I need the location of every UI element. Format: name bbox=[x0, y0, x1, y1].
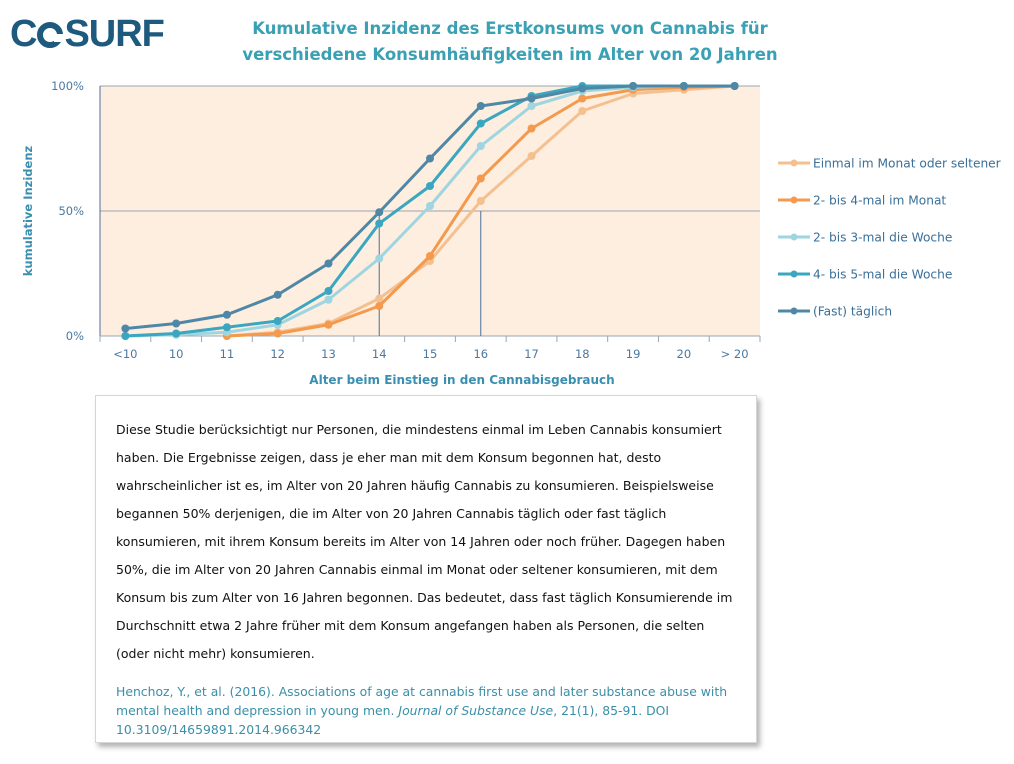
x-tick-label: 18 bbox=[575, 347, 590, 361]
y-tick-label: 50% bbox=[58, 204, 84, 218]
x-tick-label: 13 bbox=[321, 347, 336, 361]
data-point bbox=[476, 174, 485, 183]
citation: Henchoz, Y., et al. (2016). Associations… bbox=[116, 682, 736, 739]
data-point bbox=[426, 252, 434, 260]
data-point bbox=[426, 182, 434, 190]
data-point bbox=[375, 219, 384, 228]
legend-marker bbox=[790, 307, 798, 315]
x-tick-label: 15 bbox=[423, 347, 438, 361]
data-point bbox=[324, 295, 333, 304]
logo-text-post: SURF bbox=[64, 13, 164, 55]
data-point bbox=[324, 259, 333, 268]
data-point bbox=[375, 302, 384, 310]
data-point bbox=[222, 310, 231, 319]
data-point bbox=[375, 294, 384, 303]
x-tick-label: 10 bbox=[169, 347, 184, 361]
legend-marker bbox=[790, 196, 798, 204]
reference-lines bbox=[378, 211, 482, 336]
data-point bbox=[121, 332, 130, 340]
y-axis-label: kumulative Inzidenz bbox=[21, 145, 35, 276]
legend-marker bbox=[790, 270, 798, 278]
y-tick-label: 100% bbox=[51, 79, 84, 93]
x-tick-label: > 20 bbox=[721, 347, 749, 361]
y-tick-labels: 0% 50% 100% bbox=[51, 79, 84, 343]
explanation-text: Diese Studie berücksichtigt nur Personen… bbox=[116, 422, 733, 661]
x-tick-label: <10 bbox=[113, 347, 137, 361]
data-point bbox=[527, 94, 536, 103]
data-point bbox=[730, 82, 739, 90]
data-point bbox=[273, 329, 282, 338]
data-point bbox=[578, 94, 587, 103]
legend-label: (Fast) täglich bbox=[813, 305, 892, 319]
y-tick-label: 0% bbox=[66, 329, 84, 343]
data-point bbox=[476, 119, 485, 128]
data-point bbox=[273, 317, 282, 325]
data-point bbox=[375, 254, 384, 263]
cumulative-incidence-chart: 0%50%100% <10 10 11 12 13 14 15 16 17 18 19 20 > 20 … bbox=[21, 79, 1002, 387]
data-point bbox=[426, 202, 434, 210]
legend-label: 2- bis 4-mal im Monat bbox=[813, 194, 946, 208]
x-tick-marks bbox=[99, 336, 761, 342]
data-point bbox=[629, 82, 638, 90]
legend-label: Einmal im Monat oder seltener bbox=[813, 157, 1002, 171]
chart-title-line1: Kumulative Inzidenz des Erstkonsums von … bbox=[252, 19, 768, 38]
data-point bbox=[578, 107, 587, 115]
chart-title-line2: verschiedene Konsumhäufigkeiten im Alter… bbox=[242, 45, 778, 64]
legend-label: 2- bis 3-mal die Woche bbox=[813, 231, 952, 245]
data-point bbox=[527, 102, 536, 110]
legend-label: 4- bis 5-mal die Woche bbox=[813, 268, 952, 282]
x-tick-label: 11 bbox=[220, 347, 235, 361]
logo-text-pre: C bbox=[10, 13, 37, 55]
x-axis-label: Alter beim Einstieg in den Cannabisgebra… bbox=[309, 373, 614, 387]
logo-ring-icon bbox=[37, 22, 64, 48]
data-point bbox=[527, 152, 536, 160]
citation-details: , 21(1), 85-91. DOI 10.3109/14659891.201… bbox=[116, 703, 670, 737]
csurf-logo: C SURF bbox=[10, 13, 165, 55]
data-point bbox=[324, 320, 333, 329]
chart-title: Kumulative Inzidenz des Erstkonsums von … bbox=[150, 16, 870, 68]
data-point bbox=[679, 82, 688, 90]
data-point bbox=[476, 197, 485, 205]
x-tick-labels: <10 10 11 12 13 14 15 16 17 18 19 20 > 20 bbox=[113, 347, 748, 361]
series-lines bbox=[121, 82, 739, 340]
data-point bbox=[324, 287, 333, 295]
citation-authors: Henchoz, Y., et al. (2016). Associations… bbox=[116, 684, 728, 718]
data-point bbox=[527, 124, 536, 133]
legend: Einmal im Monat oder seltener 2- bis 4-ma… bbox=[778, 157, 1002, 319]
x-tick-label: 20 bbox=[677, 347, 692, 361]
x-tick-label: 14 bbox=[372, 347, 387, 361]
x-tick-label: 19 bbox=[626, 347, 641, 361]
data-point bbox=[476, 102, 485, 110]
x-tick-label: 17 bbox=[524, 347, 539, 361]
data-point bbox=[121, 324, 130, 333]
data-point bbox=[172, 319, 181, 328]
legend-marker bbox=[790, 233, 798, 241]
data-point bbox=[476, 142, 485, 150]
data-point bbox=[273, 290, 282, 299]
x-tick-label: 12 bbox=[270, 347, 285, 361]
data-point bbox=[375, 208, 384, 217]
data-point bbox=[426, 154, 434, 163]
citation-journal: Journal of Substance Use bbox=[398, 703, 554, 718]
legend-marker bbox=[790, 159, 798, 167]
x-tick-label: 16 bbox=[473, 347, 488, 361]
data-point bbox=[578, 84, 587, 93]
explanation-box: Diese Studie berücksichtigt nur Personen… bbox=[95, 395, 757, 743]
data-point bbox=[222, 323, 231, 332]
data-point bbox=[172, 329, 181, 338]
